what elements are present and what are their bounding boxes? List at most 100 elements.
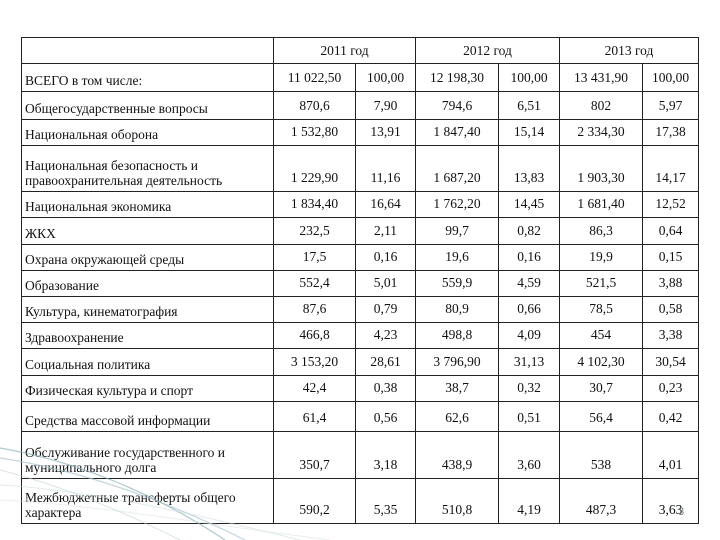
amount-cell: 498,8 xyxy=(415,322,499,349)
amount-cell: 78,5 xyxy=(559,296,643,323)
amount-cell: 454 xyxy=(559,322,643,349)
table-row: ВСЕГО в том числе: 11 022,50 100,00 12 198,… xyxy=(21,63,699,92)
amount-cell: 87,6 xyxy=(273,296,356,323)
table-row: Обслуживание государственного и муниципа… xyxy=(21,431,699,479)
amount-cell: 1 903,30 xyxy=(559,145,643,192)
percent-cell: 2,11 xyxy=(355,217,416,245)
amount-cell: 99,7 xyxy=(415,217,499,245)
table-row: Межбюджетные трансферты общего характера… xyxy=(21,478,699,524)
table-row: Средства массовой информации 61,4 0,56 62,6… xyxy=(21,401,699,432)
table-row: Национальная экономика 1 834,40 16,64 1 762… xyxy=(21,191,699,218)
header-empty-cell xyxy=(21,37,274,64)
amount-cell: 13 431,90 xyxy=(559,63,643,92)
percent-cell: 14,45 xyxy=(498,191,560,218)
amount-cell: 42,4 xyxy=(273,375,356,402)
table-row: Социальная политика 3 153,20 28,61 3 796,90… xyxy=(21,348,699,376)
amount-cell: 11 022,50 xyxy=(273,63,356,92)
percent-cell: 30,54 xyxy=(642,348,699,376)
year-header-2013: 2013 год xyxy=(559,37,699,64)
category-cell: Социальная политика xyxy=(21,348,274,376)
amount-cell: 510,8 xyxy=(415,478,499,524)
table-row: Национальная безопасность и правоохранит… xyxy=(21,145,699,192)
amount-cell: 86,3 xyxy=(559,217,643,245)
table-row: Общегосударственные вопросы 870,6 7,90 794,… xyxy=(21,91,699,120)
amount-cell: 1 532,80 xyxy=(273,119,356,146)
percent-cell: 3,60 xyxy=(498,431,560,479)
year-header-2012: 2012 год xyxy=(415,37,560,64)
percent-cell: 4,23 xyxy=(355,322,416,349)
percent-cell: 5,97 xyxy=(642,91,699,120)
amount-cell: 19,6 xyxy=(415,244,499,271)
percent-cell: 0,66 xyxy=(498,296,560,323)
percent-cell: 4,09 xyxy=(498,322,560,349)
amount-cell: 61,4 xyxy=(273,401,356,432)
percent-cell: 100,00 xyxy=(642,63,699,92)
slide-number: 3 xyxy=(678,506,685,518)
category-cell: Обслуживание государственного и муниципа… xyxy=(21,431,274,479)
percent-cell: 100,00 xyxy=(498,63,560,92)
table-row: Физическая культура и спорт 42,4 0,38 38,7 0… xyxy=(21,375,699,402)
budget-table: 2011 год 2012 год 2013 год ВСЕГО в том ч… xyxy=(21,37,699,524)
amount-cell: 3 796,90 xyxy=(415,348,499,376)
percent-cell: 15,14 xyxy=(498,119,560,146)
category-cell: Общегосударственные вопросы xyxy=(21,91,274,120)
amount-cell: 870,6 xyxy=(273,91,356,120)
category-cell: Охрана окружающей среды xyxy=(21,244,274,271)
category-cell: Национальная безопасность и правоохранит… xyxy=(21,145,274,192)
percent-cell: 0,58 xyxy=(642,296,699,323)
amount-cell: 1 687,20 xyxy=(415,145,499,192)
percent-cell: 6,51 xyxy=(498,91,560,120)
amount-cell: 12 198,30 xyxy=(415,63,499,92)
percent-cell: 0,38 xyxy=(355,375,416,402)
amount-cell: 38,7 xyxy=(415,375,499,402)
percent-cell: 16,64 xyxy=(355,191,416,218)
table-row: Образование 552,4 5,01 559,9 4,59 521,5 3,88 xyxy=(21,270,699,297)
percent-cell: 0,23 xyxy=(642,375,699,402)
year-header-2011: 2011 год xyxy=(273,37,416,64)
percent-cell: 17,38 xyxy=(642,119,699,146)
amount-cell: 794,6 xyxy=(415,91,499,120)
percent-cell: 3,18 xyxy=(355,431,416,479)
category-cell: Национальная оборона xyxy=(21,119,274,146)
percent-cell: 0,51 xyxy=(498,401,560,432)
percent-cell: 0,15 xyxy=(642,244,699,271)
category-cell: Здравоохранение xyxy=(21,322,274,349)
percent-cell: 11,16 xyxy=(355,145,416,192)
percent-cell: 4,01 xyxy=(642,431,699,479)
percent-cell: 0,16 xyxy=(498,244,560,271)
amount-cell: 521,5 xyxy=(559,270,643,297)
amount-cell: 466,8 xyxy=(273,322,356,349)
percent-cell: 4,59 xyxy=(498,270,560,297)
percent-cell: 100,00 xyxy=(355,63,416,92)
percent-cell: 31,13 xyxy=(498,348,560,376)
percent-cell: 13,91 xyxy=(355,119,416,146)
percent-cell: 0,64 xyxy=(642,217,699,245)
category-cell: Средства массовой информации xyxy=(21,401,274,432)
category-cell: ЖКХ xyxy=(21,217,274,245)
amount-cell: 3 153,20 xyxy=(273,348,356,376)
amount-cell: 1 847,40 xyxy=(415,119,499,146)
percent-cell: 0,82 xyxy=(498,217,560,245)
amount-cell: 2 334,30 xyxy=(559,119,643,146)
amount-cell: 802 xyxy=(559,91,643,120)
amount-cell: 80,9 xyxy=(415,296,499,323)
amount-cell: 552,4 xyxy=(273,270,356,297)
amount-cell: 232,5 xyxy=(273,217,356,245)
category-cell: ВСЕГО в том числе: xyxy=(21,63,274,92)
percent-cell: 12,52 xyxy=(642,191,699,218)
table-row: Охрана окружающей среды 17,5 0,16 19,6 0,16 1… xyxy=(21,244,699,271)
category-cell: Физическая культура и спорт xyxy=(21,375,274,402)
table-body: 2011 год 2012 год 2013 год ВСЕГО в том ч… xyxy=(21,37,699,524)
percent-cell: 0,32 xyxy=(498,375,560,402)
category-cell: Межбюджетные трансферты общего характера xyxy=(21,478,274,524)
amount-cell: 19,9 xyxy=(559,244,643,271)
amount-cell: 1 229,90 xyxy=(273,145,356,192)
percent-cell: 5,01 xyxy=(355,270,416,297)
percent-cell: 13,83 xyxy=(498,145,560,192)
percent-cell: 4,19 xyxy=(498,478,560,524)
amount-cell: 4 102,30 xyxy=(559,348,643,376)
table-row: Здравоохранение 466,8 4,23 498,8 4,09 454 3,38 xyxy=(21,322,699,349)
percent-cell: 3,63 xyxy=(642,478,699,524)
percent-cell: 14,17 xyxy=(642,145,699,192)
category-cell: Культура, кинематография xyxy=(21,296,274,323)
